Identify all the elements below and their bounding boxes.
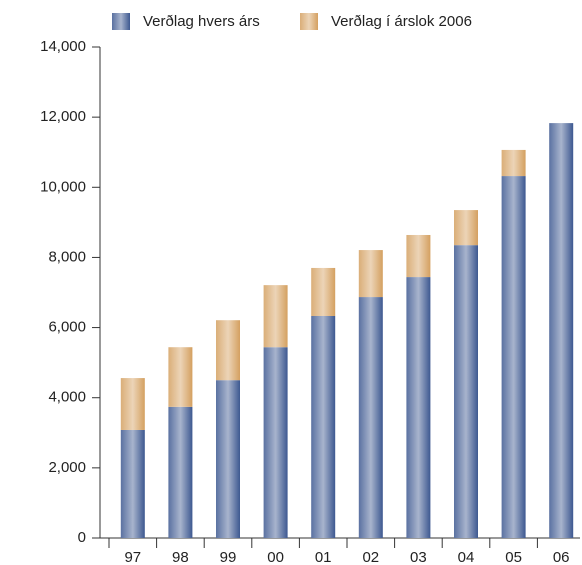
- y-tick-label: 14,000: [40, 38, 86, 55]
- bar-segment: [358, 250, 383, 298]
- y-tick-label: 2,000: [48, 459, 86, 476]
- legend-swatch: [300, 13, 318, 30]
- y-tick-label: 4,000: [48, 389, 86, 406]
- y-tick-label: 10,000: [40, 178, 86, 195]
- bar-segment: [311, 267, 336, 316]
- bar-segment: [120, 378, 145, 430]
- x-tick-label: 00: [267, 549, 284, 565]
- bar-segment: [168, 347, 193, 407]
- y-tick-label: 8,000: [48, 248, 86, 265]
- y-tick-label: 12,000: [40, 108, 86, 125]
- bar-segment: [549, 123, 574, 538]
- bar-segment: [406, 277, 431, 538]
- legend-swatch: [112, 13, 130, 30]
- x-tick-label: 03: [410, 549, 427, 565]
- x-tick-label: 06: [553, 549, 570, 565]
- bar-segment: [501, 149, 526, 177]
- bar-segment: [406, 234, 431, 278]
- bar-segment: [120, 429, 145, 538]
- x-tick-label: 05: [505, 549, 522, 565]
- x-tick-label: 98: [172, 549, 189, 565]
- x-tick-label: 01: [315, 549, 332, 565]
- y-tick-label: 0: [78, 529, 86, 546]
- bar-segment: [216, 380, 240, 538]
- bar-segment: [358, 297, 383, 538]
- bar-segment: [501, 176, 526, 538]
- bar-segment: [168, 406, 193, 538]
- legend-label: Verðlag hvers árs: [143, 13, 260, 30]
- bar-segment: [454, 245, 478, 538]
- x-tick-label: 99: [220, 549, 237, 565]
- x-tick-label: 02: [362, 549, 379, 565]
- bar-segment: [216, 320, 240, 381]
- bar-segment: [454, 210, 478, 246]
- legend-label: Verðlag í árslok 2006: [331, 13, 472, 30]
- x-tick-label: 04: [458, 549, 475, 565]
- x-tick-label: 97: [124, 549, 141, 565]
- bar-segment: [311, 315, 336, 538]
- y-tick-label: 6,000: [48, 319, 86, 336]
- bar-segment: [263, 347, 288, 538]
- bar-segment: [263, 285, 288, 348]
